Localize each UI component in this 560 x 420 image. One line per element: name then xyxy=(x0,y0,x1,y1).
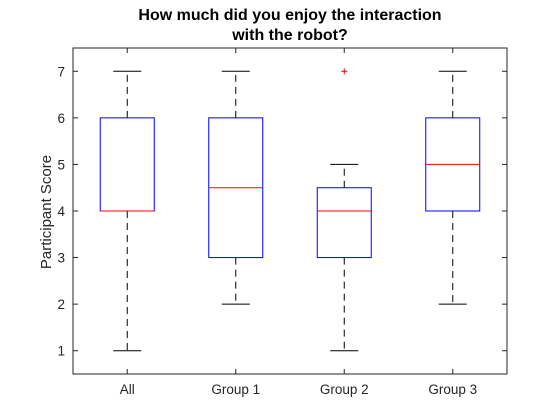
y-axis-label: Participant Score xyxy=(38,155,55,269)
y-tick-label: 3 xyxy=(57,251,65,266)
box-group-2 xyxy=(316,68,372,352)
x-tick-label: Group 1 xyxy=(211,382,260,397)
box-group-3 xyxy=(425,70,481,305)
iqr-box xyxy=(316,187,372,259)
y-tick-label: 7 xyxy=(57,64,65,79)
y-tick-label: 5 xyxy=(57,157,65,172)
box-series xyxy=(99,68,481,352)
chart-title-line-1: How much did you enjoy the interaction xyxy=(138,7,441,24)
x-tick-label: All xyxy=(120,382,135,397)
chart-title-line-2: with the robot? xyxy=(231,27,348,44)
x-axis: All Group 1 Group 2 Group 3 xyxy=(120,48,477,397)
iqr-box xyxy=(99,117,155,212)
box-group-1 xyxy=(208,70,264,305)
box-all xyxy=(99,70,155,352)
outlier-marker xyxy=(341,68,348,75)
y-tick-label: 4 xyxy=(57,204,65,219)
y-tick-label: 6 xyxy=(57,111,65,126)
chart-title: How much did you enjoy the interaction w… xyxy=(138,7,441,44)
x-tick-label: Group 3 xyxy=(428,382,477,397)
y-tick-label: 2 xyxy=(57,297,65,312)
y-tick-label: 1 xyxy=(57,344,65,359)
x-tick-label: Group 2 xyxy=(320,382,369,397)
y-axis: 1 2 3 4 5 6 7 xyxy=(57,64,507,359)
